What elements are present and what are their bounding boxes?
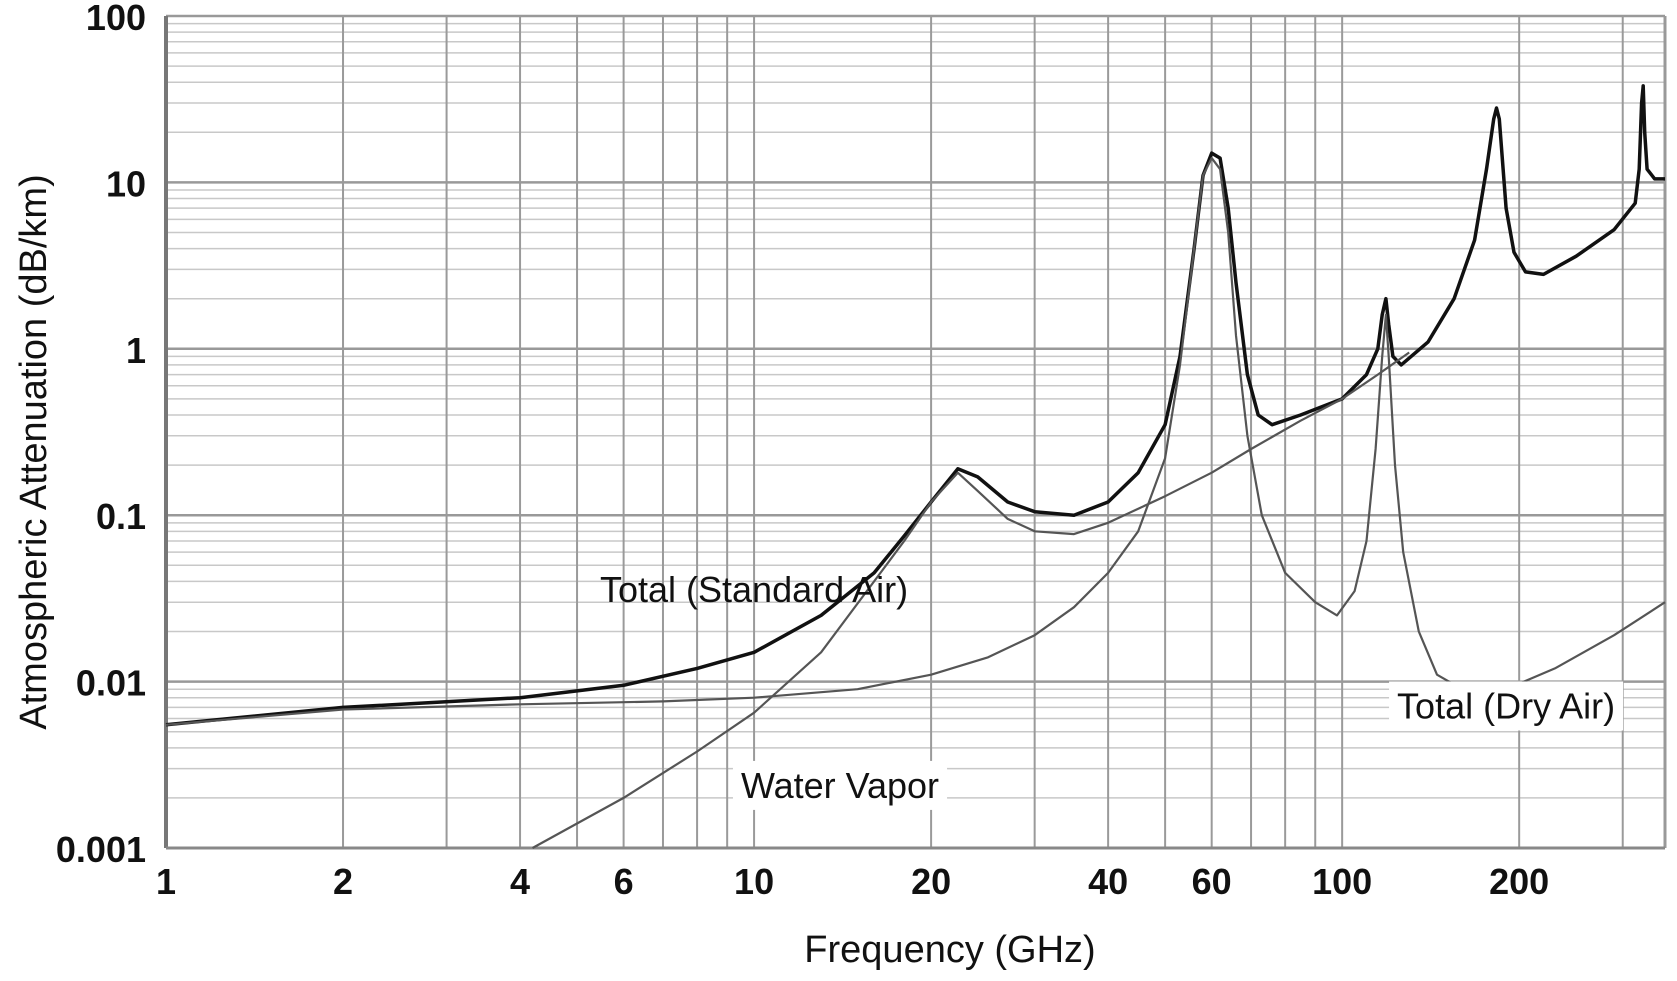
x-tick-label: 60	[1192, 861, 1232, 902]
x-tick-label: 4	[510, 861, 530, 902]
x-tick-label: 1	[156, 861, 176, 902]
series-group	[165, 84, 1666, 849]
series-line-water-vapor	[531, 351, 1410, 849]
annotation-background	[1389, 681, 1624, 731]
x-tick-label: 40	[1088, 861, 1128, 902]
y-tick-label: 0.1	[96, 496, 146, 537]
y-tick-label: 1	[126, 330, 146, 371]
series-line-total-dry-air	[165, 157, 1666, 726]
annotations: Total (Standard Air) Total (Dry Air) Water…	[600, 569, 1624, 810]
x-tick-label: 6	[614, 861, 634, 902]
x-tick-label: 20	[911, 861, 951, 902]
x-tick-label: 2	[333, 861, 353, 902]
annotation-background	[732, 760, 948, 810]
annotation-label: Total (Standard Air)	[600, 569, 908, 610]
x-axis-title: Frequency (GHz)	[804, 929, 1095, 971]
tick-labels: 1 2 4 6 10 20 40 60 100 200 100 10 1 0.1 0.01 0.001	[56, 0, 1549, 902]
annotation-label: Water Vapor	[741, 765, 939, 806]
series-line-total-standard-air	[165, 84, 1665, 727]
x-tick-label: 100	[1312, 861, 1372, 902]
x-tick-label: 200	[1489, 861, 1549, 902]
annotation-label: Total (Dry Air)	[1397, 686, 1615, 727]
x-tick-label: 10	[734, 861, 774, 902]
y-tick-label: 10	[106, 163, 146, 204]
y-axis-title: Atmospheric Attenuation (dB/km)	[13, 174, 55, 729]
y-tick-label: 0.01	[76, 663, 146, 704]
y-tick-label: 0.001	[56, 829, 146, 870]
y-tick-label: 100	[86, 0, 146, 38]
